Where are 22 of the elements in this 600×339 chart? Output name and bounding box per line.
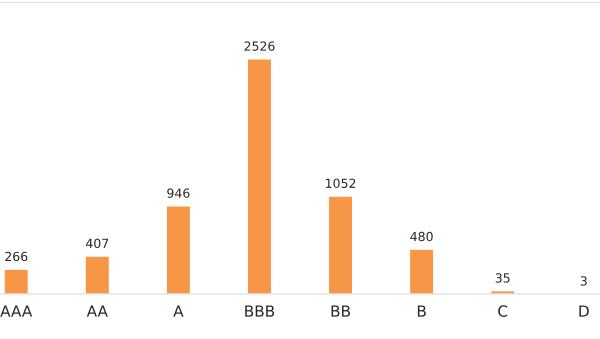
x-tick-label: D [579, 305, 589, 317]
x-tick-label: C [498, 305, 508, 317]
x-tick-label: BBB [245, 305, 274, 317]
data-label: 3 [580, 276, 587, 286]
data-label: 266 [5, 252, 28, 262]
bar [246, 58, 272, 294]
data-label: 2526 [244, 41, 275, 51]
bar [3, 268, 30, 294]
data-label: 480 [410, 232, 433, 242]
bar [166, 205, 192, 294]
x-tick-label: AA [86, 305, 108, 317]
data-label: 1052 [326, 178, 356, 188]
bar [328, 195, 354, 294]
data-label: 946 [167, 188, 190, 198]
bar [84, 255, 110, 294]
data-label: 35 [496, 273, 510, 283]
x-tick-label: BB [332, 305, 350, 317]
x-tick-label: A [173, 305, 184, 317]
x-tick-label: B [418, 305, 426, 317]
data-label: 407 [86, 238, 108, 248]
bar [408, 248, 434, 294]
x-tick-label: AAA [0, 305, 32, 317]
